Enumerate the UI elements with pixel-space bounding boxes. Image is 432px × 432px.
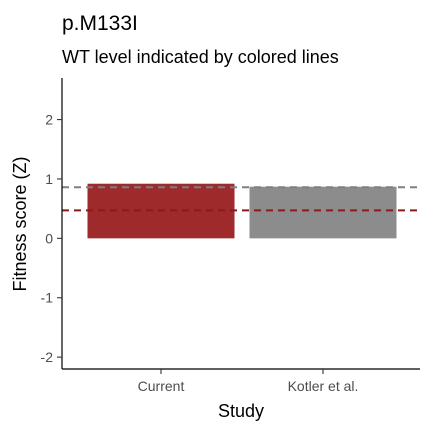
y-axis-label: Fitness score (Z): [10, 156, 30, 291]
y-tick-label: -2: [41, 349, 54, 365]
y-tick-label: 0: [45, 230, 53, 246]
y-tick-label: 1: [45, 171, 53, 187]
y-axis-ticks: -2 -1 0 1 2: [41, 112, 62, 365]
x-tick-label: Current: [138, 378, 185, 394]
x-axis-ticks: Current Kotler et al.: [138, 369, 359, 394]
chart-subtitle: WT level indicated by colored lines: [62, 47, 339, 67]
bar-kotler-et-al: [249, 186, 397, 239]
x-tick-label: Kotler et al.: [288, 378, 359, 394]
chart-title: p.M133I: [62, 12, 138, 35]
plot-area: [62, 183, 420, 239]
y-tick-label: 2: [45, 112, 53, 128]
y-tick-label: -1: [41, 290, 54, 306]
x-axis-label: Study: [218, 401, 264, 421]
